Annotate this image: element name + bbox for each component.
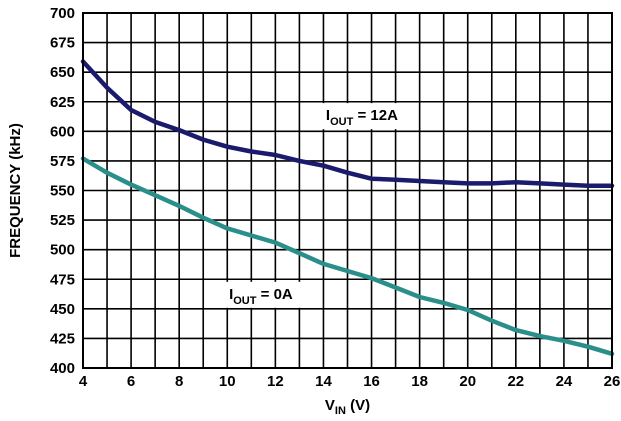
x-axis-title-unit: (V) [346, 397, 370, 414]
y-tick-label: 700 [50, 5, 75, 22]
y-axis-title: FREQUENCY (kHz) [7, 123, 24, 258]
x-tick-label: 26 [604, 373, 621, 390]
x-axis-title: VIN (V) [325, 397, 370, 417]
x-tick-labels: 4 6 8 10 12 14 16 18 20 22 24 26 [79, 373, 621, 390]
series-label-2: IOUT = 0A [229, 286, 293, 307]
y-tick-label: 550 [50, 183, 75, 200]
y-tick-label: 625 [50, 94, 75, 111]
series-line-2 [80, 156, 615, 357]
y-tick-label: 650 [50, 64, 75, 81]
y-tick-label: 475 [50, 271, 75, 288]
series-label-background [211, 281, 310, 308]
x-tick-label: 6 [127, 373, 135, 390]
x-tick-label: 10 [219, 373, 236, 390]
y-tick-label: 525 [50, 212, 75, 229]
y-tick-label: 675 [50, 35, 75, 52]
y-tick-label: 575 [50, 153, 75, 170]
plot-frame [82, 12, 613, 369]
y-tick-label: 400 [50, 360, 75, 377]
x-axis-title-subscript: IN [335, 405, 346, 417]
y-tick-label: 425 [50, 330, 75, 347]
series-labels: IOUT = 12A IOUT = 0A [211, 103, 416, 308]
series-layer [80, 59, 615, 357]
series-label-background [307, 103, 416, 130]
x-tick-label: 16 [363, 373, 380, 390]
y-tick-labels: 400 425 450 475 500 525 550 575 600 625 650 675 700 [50, 5, 75, 377]
y-tick-label: 450 [50, 301, 75, 318]
grid [82, 12, 613, 369]
x-tick-label: 8 [175, 373, 183, 390]
x-tick-label: 22 [507, 373, 524, 390]
y-tick-label: 600 [50, 123, 75, 140]
x-axis-title-main: V [325, 397, 335, 414]
series-label-1: IOUT = 12A [326, 107, 398, 128]
x-tick-label: 12 [267, 373, 284, 390]
y-tick-label: 500 [50, 242, 75, 259]
x-tick-label: 24 [556, 373, 573, 390]
x-tick-label: 4 [79, 373, 88, 390]
x-tick-label: 18 [411, 373, 428, 390]
x-tick-label: 20 [459, 373, 476, 390]
series-line-1 [80, 59, 615, 189]
x-tick-label: 14 [315, 373, 332, 390]
